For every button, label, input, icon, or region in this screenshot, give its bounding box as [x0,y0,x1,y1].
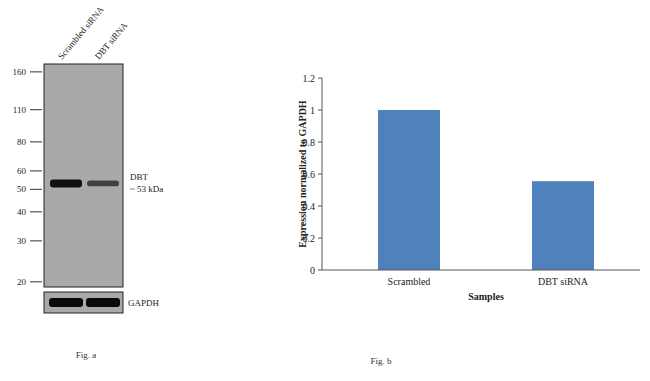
marker-tick [30,240,42,241]
caption: Fig. a [76,350,97,360]
lane-label: DBT siRNA [93,20,130,61]
marker-label: 110 [13,105,27,115]
loading-label: GAPDH [128,298,160,308]
marker-label: 20 [17,277,27,287]
y-tick-label: 0 [310,265,315,276]
marker-tick [30,71,42,72]
x-axis-title: Samples [468,291,504,302]
bar [532,181,594,270]
marker-label: 80 [17,137,27,147]
marker-tick [30,170,42,171]
y-tick-label: 1 [310,105,315,116]
figure: 160110806050403020Scrambled siRNADBT siR… [0,0,650,381]
x-axis [322,270,640,271]
y-tick [318,174,322,175]
page: {"blot": {"caption": "Fig. a", "lanes": … [0,0,650,381]
y-axis [322,78,323,270]
band-size: ~ 53 kDa [130,184,163,194]
loading-band [86,298,120,307]
band-label: DBT [130,172,149,182]
x-tick-label: Scrambled [388,276,431,287]
y-tick [318,110,322,111]
bar [378,110,440,270]
blot-panel [44,64,123,287]
marker-tick [30,189,42,190]
band [87,181,119,187]
marker-tick [30,211,42,212]
y-tick [318,78,322,79]
marker-label: 160 [13,67,27,77]
band [50,179,82,187]
y-tick [318,238,322,239]
marker-label: 40 [17,207,27,217]
caption: Fig. b [370,356,392,366]
marker-tick [30,141,42,142]
y-tick-label: 1.2 [303,73,316,84]
y-axis-title: Expression normalized to GAPDH [297,100,308,248]
marker-label: 50 [17,184,27,194]
y-tick [318,270,322,271]
marker-tick [30,281,42,282]
y-tick [318,142,322,143]
marker-tick [30,109,42,110]
bars [378,110,594,270]
y-tick [318,206,322,207]
loading-panel [44,292,123,313]
marker-label: 30 [17,236,27,246]
marker-label: 60 [17,166,27,176]
loading-band [49,298,83,307]
x-tick-label: DBT siRNA [538,276,589,287]
